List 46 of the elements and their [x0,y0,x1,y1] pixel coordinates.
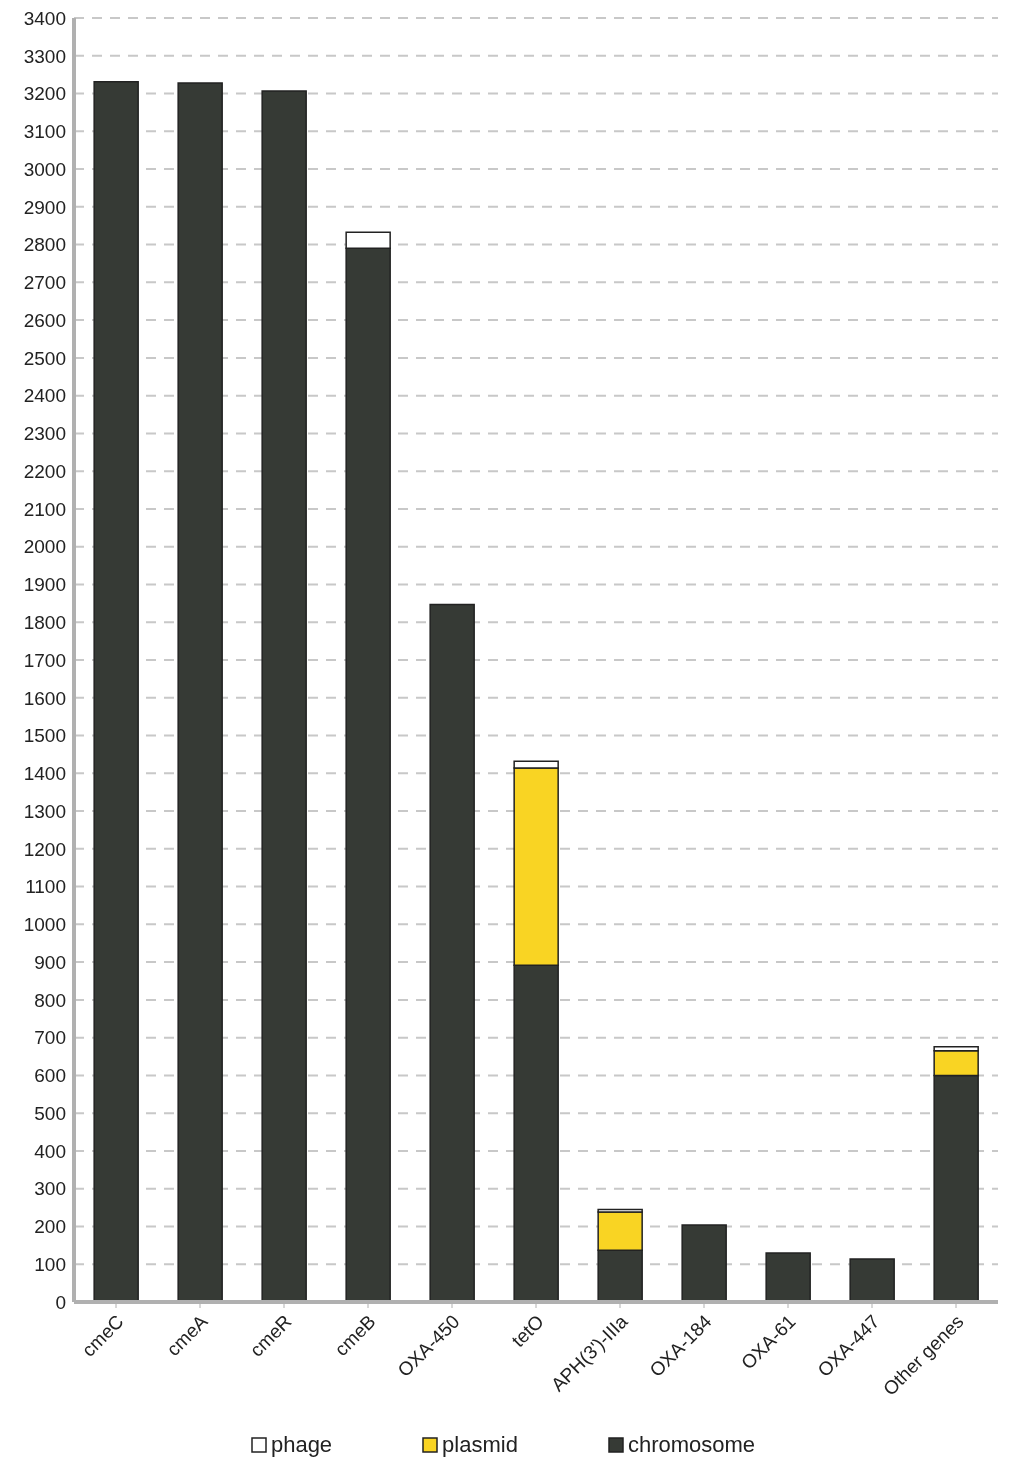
y-tick-label: 1700 [23,649,66,671]
bar [849,1258,895,1302]
y-tick-label: 400 [34,1140,66,1162]
y-tick-label: 100 [34,1253,66,1275]
legend-label: chromosome [626,1432,756,1458]
y-tick-label: 800 [34,989,66,1011]
y-tick-label: 1000 [23,914,66,936]
y-tick-label: 1500 [23,725,66,747]
y-tick-label: 600 [34,1065,66,1087]
y-tick-label: 200 [34,1216,66,1238]
bar [177,82,223,1302]
y-tick-label: 2400 [23,385,66,407]
y-tick-label: 900 [34,951,66,973]
legend-label: plasmid [441,1432,518,1458]
y-tick-label: 2700 [23,272,66,294]
bar [93,81,139,1302]
y-tick-label: 1100 [25,876,66,898]
y-tick-label: 1200 [23,838,66,860]
y-tick-label: 1400 [23,763,66,785]
y-tick-label: 500 [34,1102,66,1124]
y-tick-label: 2600 [23,309,66,331]
y-tick-label: 300 [34,1178,66,1200]
y-tick-label: 3000 [23,158,66,180]
y-tick-label: 3100 [23,121,66,143]
y-tick-label: 2000 [23,536,66,558]
bar [261,90,307,1302]
y-tick-label: 2800 [23,234,66,256]
bar [765,1252,811,1302]
y-tick-label: 1800 [23,611,66,633]
y-tick-label: 1600 [23,687,66,709]
y-tick-label: 3200 [23,83,66,105]
y-tick-label: 0 [55,1291,66,1313]
y-tick-label: 1900 [23,574,66,596]
y-tick-label: 1300 [23,800,66,822]
y-tick-label: 2500 [23,347,66,369]
y-tick-label: 2100 [23,498,66,520]
legend-label: phage [269,1432,333,1458]
y-tick-label: 3400 [23,7,66,29]
bar [429,603,475,1302]
y-tick-label: 2900 [23,196,66,218]
y-tick-label: 2200 [23,460,66,482]
bar [681,1224,727,1302]
y-tick-label: 3300 [23,45,66,67]
x-tick-label: tetO [507,1310,548,1352]
y-tick-label: 2300 [23,423,66,445]
y-tick-label: 700 [34,1027,66,1049]
